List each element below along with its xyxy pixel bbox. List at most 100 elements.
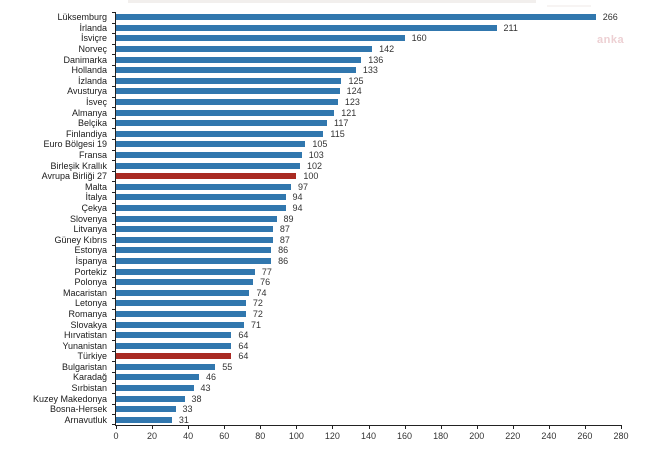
bar [116, 321, 245, 328]
category-label: Litvanya [73, 224, 107, 235]
category-label: Letonya [74, 298, 107, 309]
bar [116, 332, 232, 339]
bar-row: 64 [116, 340, 621, 351]
bar [116, 310, 246, 317]
bar-row: 77 [116, 266, 621, 277]
decorative-strip [128, 0, 536, 3]
bar [116, 374, 199, 381]
x-axis-tick-label: 100 [288, 431, 304, 441]
x-axis-tick [512, 425, 514, 429]
category-label: Güney Kıbrıs [54, 234, 107, 245]
x-axis-tick [440, 425, 442, 429]
y-axis-tick [112, 150, 115, 151]
y-axis-tick [112, 266, 115, 267]
x-axis-tick [548, 425, 550, 429]
y-axis-tick [112, 203, 115, 204]
category-label: Polonya [74, 277, 107, 288]
bar-row: 105 [116, 139, 621, 150]
value-label: 117 [334, 118, 349, 129]
bar-row: 31 [116, 415, 621, 426]
category-label: Finlandiya [65, 128, 107, 139]
bar-row: 266 [116, 12, 621, 23]
bar [116, 204, 286, 211]
bar [116, 162, 300, 169]
value-label: 71 [251, 319, 262, 330]
value-label: 105 [312, 139, 328, 150]
y-axis-tick [112, 424, 115, 425]
value-label: 123 [344, 97, 360, 108]
decorative-strip [547, 5, 591, 7]
bar [116, 183, 291, 190]
value-label: 142 [379, 44, 395, 55]
bar-row: 86 [116, 245, 621, 256]
bar [116, 120, 328, 127]
category-label: Hırvatistan [63, 330, 107, 341]
x-axis-tick-label: 180 [433, 431, 449, 441]
value-label: 115 [330, 128, 345, 139]
x-axis-tick-label: 280 [613, 431, 629, 441]
bar [116, 88, 340, 95]
y-axis-tick [112, 97, 115, 98]
value-label: 94 [292, 192, 303, 203]
x-axis-tick-label: 220 [505, 431, 521, 441]
y-axis-tick [112, 139, 115, 140]
bar-row: 33 [116, 404, 621, 415]
x-axis-tick-label: 40 [183, 431, 194, 441]
category-label: Türkiye [77, 351, 107, 362]
bar [116, 385, 194, 392]
x-axis-tick [476, 425, 478, 429]
bar-row: 100 [116, 171, 621, 182]
y-axis-tick [112, 54, 115, 55]
bar [116, 152, 302, 159]
bar-row: 46 [116, 372, 621, 383]
value-label: 86 [278, 255, 289, 266]
category-label: İtalya [85, 192, 107, 203]
bar-row: 124 [116, 86, 621, 97]
category-label: Karadağ [72, 372, 107, 383]
bar [116, 416, 172, 423]
category-label: Yunanistan [62, 340, 107, 351]
value-label: 46 [205, 372, 216, 383]
category-label: Hollanda [71, 65, 107, 76]
value-label: 124 [346, 86, 362, 97]
y-axis-tick [112, 12, 115, 13]
bar [116, 194, 286, 201]
bar-row: 125 [116, 76, 621, 87]
y-axis-tick [112, 118, 115, 119]
category-label: Birleşik Krallık [50, 160, 107, 171]
plot-area: 266 211 160 142 136 133 125 124 123 121 117 115 105 1… [112, 12, 629, 441]
watermark: anka [597, 34, 625, 46]
category-label: Arnavutluk [64, 414, 107, 425]
bar-row: 72 [116, 298, 621, 309]
value-label: 76 [260, 277, 271, 288]
bar [116, 14, 596, 21]
bar-row: 87 [116, 224, 621, 235]
category-label: Sırbistan [71, 383, 107, 394]
x-axis-tick-label: 140 [360, 431, 377, 441]
category-label: Çekya [81, 202, 107, 213]
bar-row: 211 [116, 23, 621, 34]
x-axis-tick [260, 425, 262, 429]
value-label: 160 [411, 33, 427, 44]
value-label: 74 [256, 287, 267, 298]
value-label: 38 [191, 393, 202, 404]
category-label: İsveç [85, 97, 107, 108]
y-axis-tick [112, 44, 115, 45]
bar-row: 115 [116, 129, 621, 140]
category-label: Estonya [74, 245, 107, 256]
bar [116, 56, 362, 63]
y-axis-tick [112, 213, 115, 214]
y-axis-tick [112, 298, 115, 299]
value-label: 121 [341, 107, 357, 118]
x-axis-tick [584, 425, 586, 429]
bar-row: 89 [116, 213, 621, 224]
category-label: Almanya [71, 107, 107, 118]
category-label: Lüksemburg [57, 12, 107, 23]
category-label: İzlanda [77, 75, 107, 86]
y-axis-tick [112, 128, 115, 129]
bar-row: 136 [116, 54, 621, 65]
bar [116, 268, 255, 275]
bar [116, 279, 254, 286]
x-axis-tick [188, 425, 190, 429]
x-axis-tick-label: 20 [147, 431, 158, 441]
